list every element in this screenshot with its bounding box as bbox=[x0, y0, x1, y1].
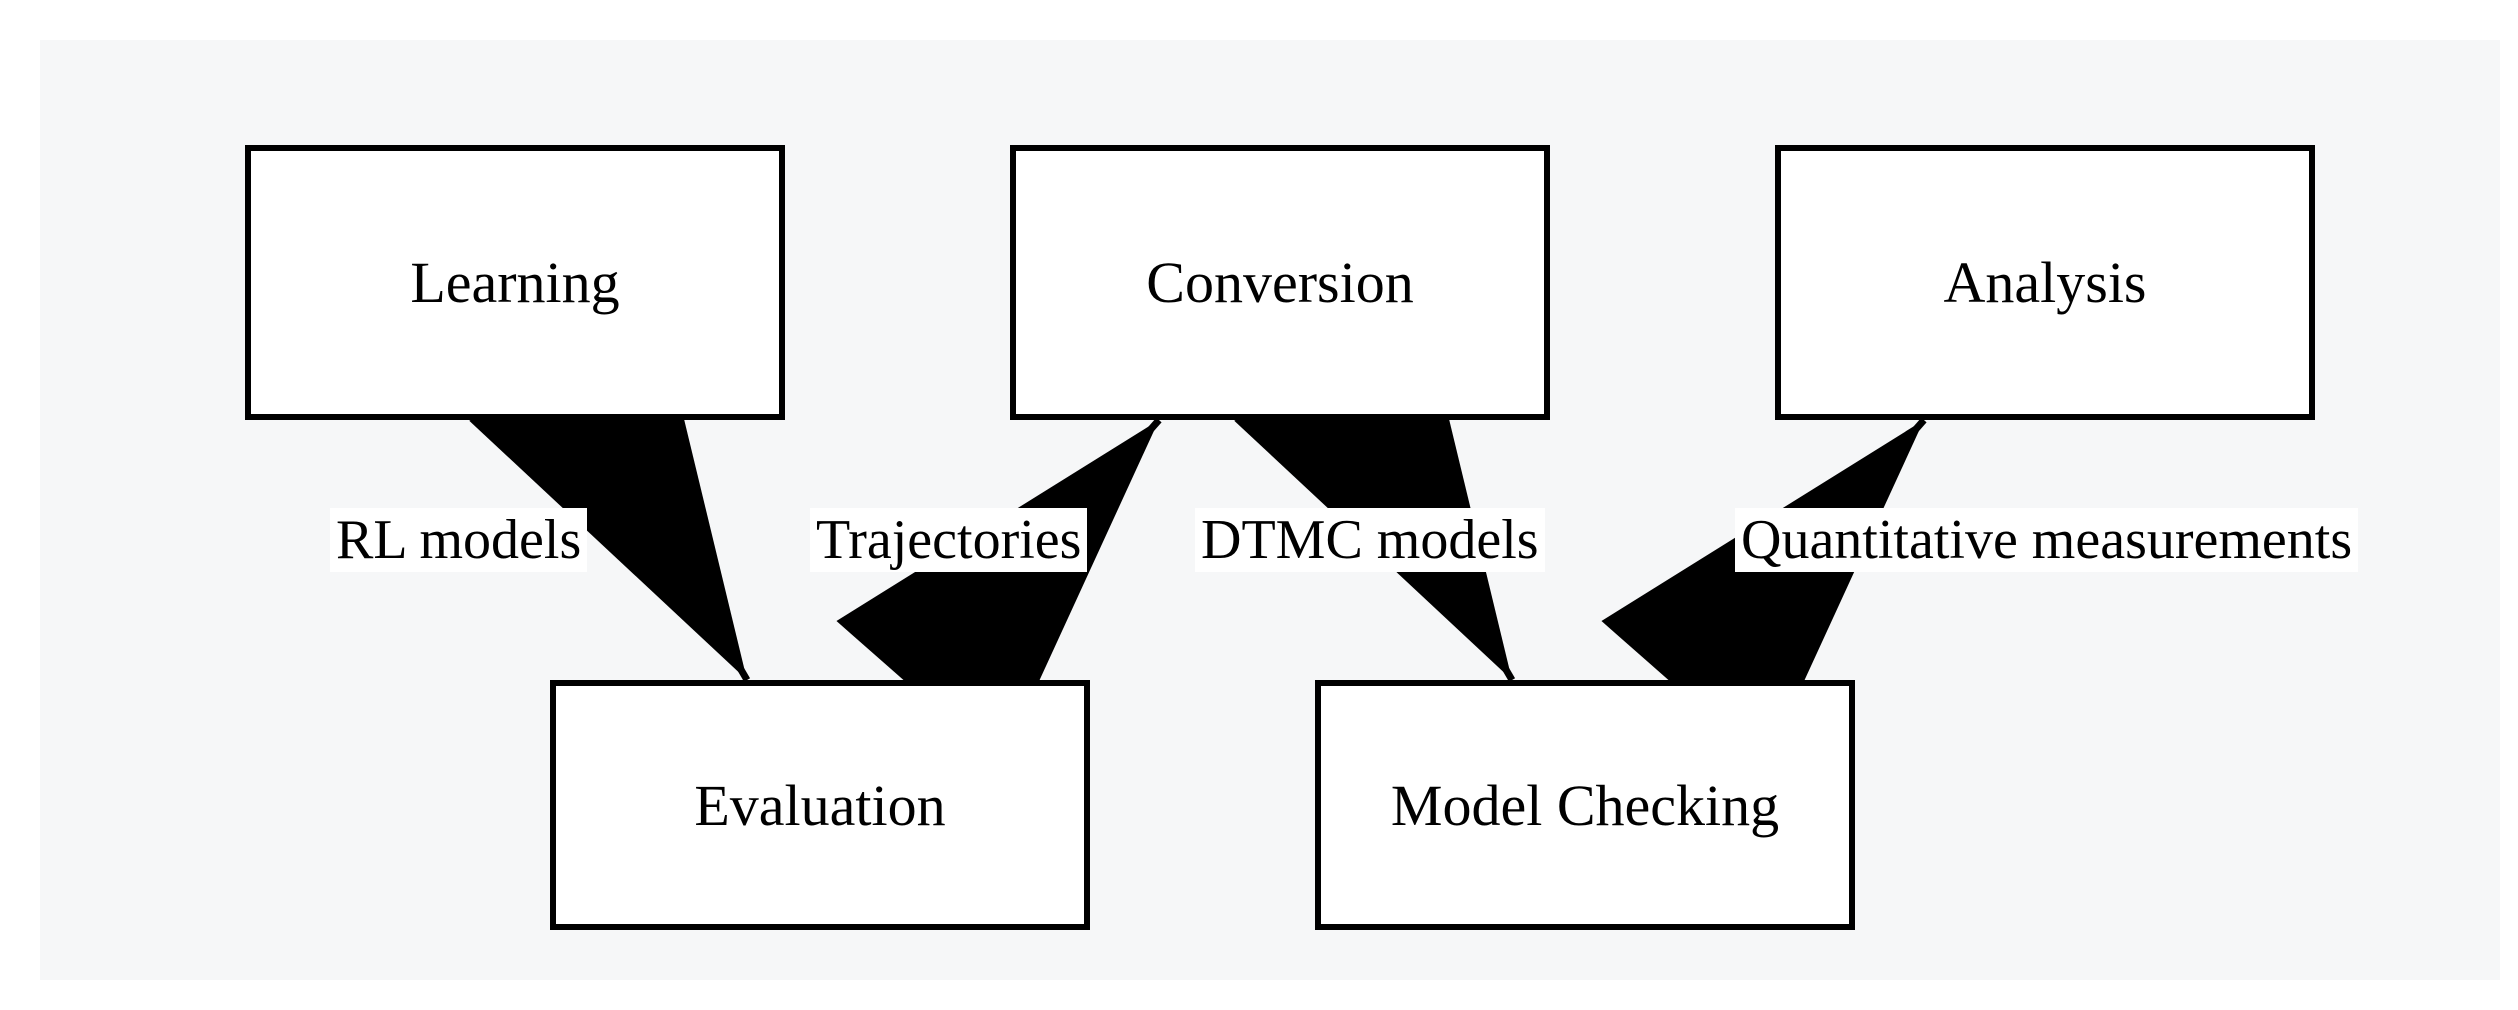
node-conversion: Conversion bbox=[1010, 145, 1550, 420]
node-evaluation: Evaluation bbox=[550, 680, 1090, 930]
node-analysis: Analysis bbox=[1775, 145, 2315, 420]
node-label: Model Checking bbox=[1391, 772, 1779, 839]
node-label: Conversion bbox=[1146, 249, 1413, 316]
node-label: Evaluation bbox=[694, 772, 945, 839]
node-label: Analysis bbox=[1944, 249, 2147, 316]
edge-label-dtmc-models: DTMC models bbox=[1195, 508, 1545, 572]
node-model-checking: Model Checking bbox=[1315, 680, 1855, 930]
edge-label-quantitative: Quantitative measurements bbox=[1735, 508, 2358, 572]
edge-label-text: Trajectories bbox=[816, 509, 1081, 571]
edge-label-text: Quantitative measurements bbox=[1741, 509, 2352, 571]
node-learning: Learning bbox=[245, 145, 785, 420]
edge-label-text: RL models bbox=[336, 509, 581, 571]
edge-label-text: DTMC models bbox=[1201, 509, 1539, 571]
edge-label-rl-models: RL models bbox=[330, 508, 587, 572]
edge-label-trajectories: Trajectories bbox=[810, 508, 1087, 572]
node-label: Learning bbox=[410, 249, 619, 316]
diagram-canvas: Learning Conversion Analysis Evaluation … bbox=[0, 0, 2518, 1010]
